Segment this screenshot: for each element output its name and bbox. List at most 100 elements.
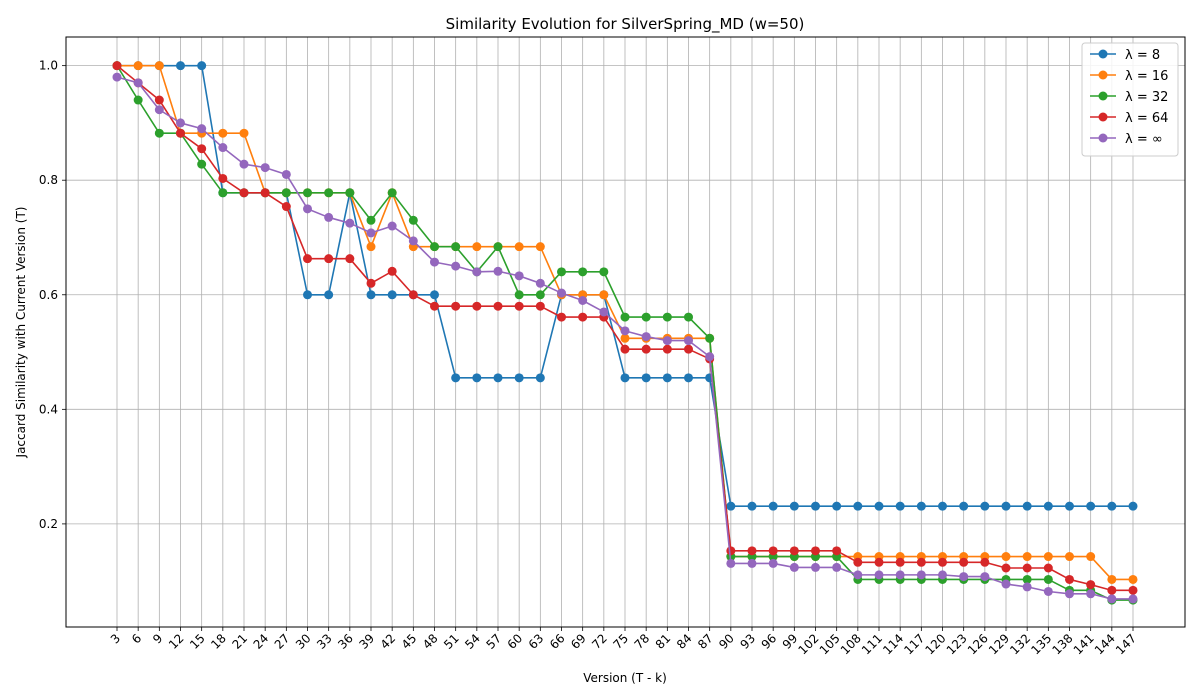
data-point [451, 373, 461, 383]
data-point [176, 118, 185, 128]
data-point [1065, 501, 1074, 511]
series-5 [112, 72, 1138, 604]
data-point [726, 501, 736, 511]
data-point [662, 373, 672, 383]
data-point [895, 557, 905, 567]
legend-item: λ = 64 [1090, 111, 1168, 126]
data-point [980, 572, 990, 582]
data-point [1086, 580, 1096, 590]
data-point [324, 254, 334, 264]
data-point [154, 95, 164, 105]
data-point [895, 501, 905, 511]
data-point [112, 61, 122, 71]
data-point [959, 557, 969, 567]
data-point [768, 558, 778, 568]
data-point [430, 290, 439, 300]
data-point [1128, 594, 1138, 604]
data-point [366, 290, 376, 300]
data-point [154, 128, 164, 138]
legend-label: λ = 16 [1125, 69, 1168, 84]
data-point [1128, 501, 1138, 511]
data-point [557, 267, 566, 277]
data-point [684, 344, 693, 354]
data-point [578, 295, 588, 305]
data-point [1043, 586, 1053, 596]
data-point [514, 271, 524, 281]
data-point [493, 266, 503, 276]
data-point [768, 501, 778, 511]
data-point [811, 501, 820, 511]
data-point [366, 215, 376, 225]
data-point [620, 344, 630, 354]
plot-frame [65, 36, 1186, 628]
data-point [324, 212, 334, 222]
legend-marker [1098, 133, 1108, 143]
data-point [1107, 501, 1117, 511]
data-point [218, 173, 228, 183]
chart-title: Similarity Evolution for SilverSpring_MD… [446, 15, 805, 34]
data-point [472, 373, 482, 383]
data-point [535, 278, 545, 288]
legend: λ = 8 λ = 16 λ = 32 λ = 64 λ = ∞ [1081, 42, 1179, 157]
data-point [535, 290, 545, 300]
data-point [535, 373, 545, 383]
data-point [430, 257, 439, 267]
data-point [959, 572, 969, 582]
data-point [789, 501, 799, 511]
data-point [1001, 579, 1011, 589]
data-point [1107, 585, 1117, 595]
data-point [747, 546, 757, 556]
data-point [366, 228, 376, 238]
data-point [1043, 574, 1053, 584]
y-tick-label: 0.6 [39, 288, 58, 302]
data-point [408, 236, 418, 246]
data-point [747, 501, 757, 511]
data-point [980, 501, 990, 511]
data-point [197, 144, 207, 154]
data-point [451, 261, 461, 271]
data-point [1043, 501, 1053, 511]
data-point [197, 61, 207, 71]
data-point [1022, 574, 1032, 584]
data-point [387, 221, 397, 231]
data-point [620, 333, 630, 343]
data-point [1043, 563, 1053, 573]
data-point [578, 267, 588, 277]
y-tick-label: 0.8 [39, 173, 58, 187]
data-point [430, 301, 439, 311]
data-point [345, 254, 355, 264]
data-point [133, 61, 143, 71]
data-point [260, 188, 270, 198]
legend-label: λ = ∞ [1125, 132, 1163, 147]
data-point [493, 242, 503, 252]
data-point [154, 61, 164, 71]
data-point [641, 312, 651, 322]
data-point [1001, 552, 1011, 562]
data-point [620, 312, 630, 322]
data-point [938, 570, 947, 580]
legend-marker [1098, 91, 1108, 101]
data-point [133, 78, 143, 88]
y-tick-label: 0.2 [39, 517, 58, 531]
series-4 [112, 61, 1138, 595]
data-point [493, 301, 503, 311]
data-point [1107, 594, 1117, 604]
data-point [1065, 589, 1074, 599]
data-point [218, 143, 228, 153]
data-point [832, 501, 842, 511]
data-point [408, 215, 418, 225]
data-point [853, 557, 863, 567]
data-point [599, 290, 609, 300]
legend-marker [1098, 70, 1108, 80]
data-point [1107, 574, 1117, 584]
data-point [514, 242, 524, 252]
data-point [451, 242, 461, 252]
data-point [345, 188, 355, 198]
data-point [1086, 501, 1096, 511]
data-point [1022, 552, 1032, 562]
data-point [959, 501, 969, 511]
data-point [853, 570, 863, 580]
data-point [239, 128, 249, 138]
